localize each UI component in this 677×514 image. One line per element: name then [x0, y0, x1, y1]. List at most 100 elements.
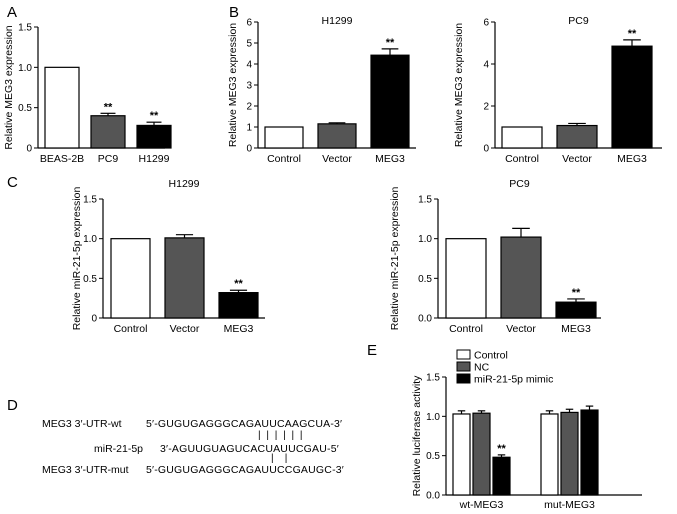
bar	[580, 409, 599, 496]
legend-swatch	[456, 349, 471, 360]
x-tick-label: MEG3	[375, 153, 405, 165]
bar	[540, 413, 559, 496]
panel-label-a: A	[7, 4, 18, 21]
y-tick-label: 0.5	[83, 274, 97, 285]
panel-label-d: D	[7, 397, 18, 414]
y-tick-label: 0	[91, 314, 97, 325]
legend-swatch	[456, 361, 471, 372]
bar	[264, 126, 304, 149]
y-tick-label: 6	[246, 18, 252, 29]
bar	[556, 124, 598, 149]
bar	[445, 238, 487, 319]
significance-label: **	[628, 28, 637, 40]
y-tick-label: 0	[483, 144, 489, 155]
y-tick-label: 1.5	[418, 195, 432, 206]
x-tick-label: mut-MEG3	[544, 499, 595, 511]
bar	[317, 123, 357, 149]
seq-wt: 5′-GUGUGAGGGCAGAUUCAAGCUA-3′	[146, 418, 343, 430]
x-tick-label: MEG3	[224, 323, 254, 335]
y-tick-label: 4	[483, 60, 489, 71]
bar	[370, 54, 410, 149]
x-tick-label: Control	[267, 153, 301, 165]
x-tick-label: PC9	[98, 153, 119, 165]
bar	[110, 238, 151, 319]
y-tick-label: 6	[483, 18, 489, 29]
y-tick-label: 0	[246, 144, 252, 155]
chart-title: H1299	[322, 15, 353, 27]
bar	[560, 411, 579, 496]
legend-label: NC	[474, 362, 490, 374]
bar	[44, 66, 80, 149]
legend-label: Control	[474, 350, 508, 362]
significance-label: **	[572, 287, 581, 299]
chart-title: PC9	[509, 178, 530, 190]
x-tick-label: BEAS-2B	[40, 153, 84, 165]
x-tick-label: Vector	[562, 153, 592, 165]
y-tick-label: 2	[483, 102, 489, 113]
bar	[472, 412, 491, 496]
panel-label-c: C	[7, 174, 18, 191]
x-tick-label: Vector	[506, 323, 536, 335]
bar	[555, 301, 597, 319]
y-tick-label: 5	[246, 39, 252, 50]
panel-label-b: B	[229, 4, 240, 21]
y-axis-label: Relative miR-21-5p expression	[71, 187, 83, 331]
bar	[218, 292, 259, 319]
y-axis-label: Relative miR-21-5p expression	[389, 187, 401, 331]
x-tick-label: MEG3	[561, 323, 591, 335]
x-tick-label: Vector	[322, 153, 352, 165]
y-tick-label: 1	[246, 123, 252, 134]
chart-c2: 0.0 0.5 1.0 1.5 Relative miR-21-5p expressio…	[389, 178, 601, 335]
x-tick-label: Control	[449, 323, 483, 335]
y-tick-label: 4	[246, 60, 252, 71]
significance-label: **	[150, 110, 159, 122]
y-tick-label: 3	[246, 81, 252, 92]
seq-mir: 3′-AGUUGUAGUCACUAUUCGAU-5′	[160, 443, 339, 455]
y-tick-label: 0.5	[18, 103, 32, 114]
x-tick-label: Control	[114, 323, 148, 335]
chart-title: H1299	[169, 178, 200, 190]
significance-label: **	[104, 101, 113, 113]
chart-b2: 0 2 4 6 Relative MEG3 expression PC9 Control Ve…	[453, 15, 662, 165]
bar	[164, 237, 205, 319]
bar	[611, 45, 653, 149]
y-tick-label: 0.5	[418, 274, 432, 285]
seq-mut-marks: | |	[271, 453, 288, 464]
bar	[136, 124, 172, 149]
y-tick-label: 1.5	[426, 373, 440, 384]
y-tick-label: 1.5	[83, 195, 97, 206]
chart-b1: 0 1 2 3 4 5 6 Relative MEG3 expression H1299 Cont…	[227, 15, 416, 165]
chart-title: PC9	[568, 15, 589, 27]
y-tick-label: 1.0	[83, 234, 97, 245]
y-axis-label: Relative luciferase activity	[411, 375, 423, 497]
y-axis-label: Relative MEG3 expression	[453, 23, 465, 147]
y-tick-label: 0	[26, 144, 32, 155]
seq-label-mir: miR-21-5p	[94, 443, 144, 455]
x-tick-label: Control	[505, 153, 539, 165]
bar	[500, 236, 542, 319]
bar	[90, 115, 126, 149]
y-tick-label: 1.0	[426, 412, 440, 423]
y-tick-label: 2	[246, 102, 252, 113]
seq-pairing: | | | | | |	[258, 430, 304, 441]
y-tick-label: 0.0	[426, 491, 440, 502]
y-tick-label: 1.0	[18, 63, 32, 74]
significance-label: **	[386, 37, 395, 49]
seq-label-mut: MEG3 3′-UTR-mut	[42, 464, 129, 476]
y-axis-label: Relative MEG3 expression	[227, 23, 239, 147]
x-tick-label: Vector	[170, 323, 200, 335]
legend-label: miR-21-5p mimic	[474, 374, 553, 386]
significance-label: **	[234, 278, 243, 290]
bar	[501, 126, 543, 149]
legend-swatch	[456, 373, 471, 384]
panel-label-e: E	[367, 342, 378, 359]
significance-label: **	[497, 443, 506, 455]
y-tick-label: 0.5	[426, 451, 440, 462]
seq-label-wt: MEG3 3′-UTR-wt	[42, 418, 122, 430]
bar	[452, 413, 471, 496]
